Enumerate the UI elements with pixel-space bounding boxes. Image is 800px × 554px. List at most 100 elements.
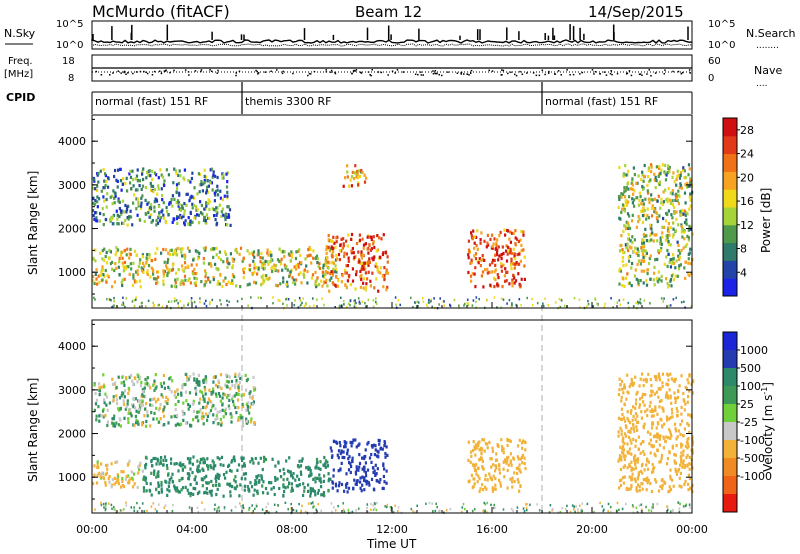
echo-cell (216, 487, 219, 491)
echo-cell (146, 410, 149, 414)
echo-cell (241, 418, 244, 422)
echo-cell (351, 459, 354, 464)
echo-cell (162, 274, 165, 278)
echo-cell (381, 274, 384, 278)
echo-cell (184, 219, 187, 223)
echo-cell (199, 200, 202, 204)
echo-cell (624, 424, 627, 428)
echo-cell (139, 376, 142, 380)
power-colorbar-label: Power [dB] (759, 188, 773, 253)
echo-cell (685, 218, 688, 222)
echo-cell (298, 296, 301, 300)
echo-cell (230, 509, 233, 512)
echo-cell (212, 277, 215, 282)
echo-cell (657, 194, 660, 198)
echo-cell (355, 173, 358, 177)
echo-cell (317, 488, 320, 493)
echo-cell (195, 380, 198, 384)
echo-cell (658, 434, 661, 438)
echo-cell (334, 264, 337, 268)
echo-cell (241, 464, 244, 468)
echo-cell (342, 237, 345, 241)
echo-cell (432, 510, 434, 513)
echo-cell (526, 503, 528, 506)
echo-cell (684, 276, 687, 280)
echo-cell (350, 464, 353, 469)
nave-dot (466, 73, 469, 75)
echo-cell (678, 384, 681, 388)
echo-cell (298, 459, 301, 463)
echo-cell (153, 397, 156, 401)
echo-cell (119, 485, 123, 489)
echo-cell (361, 266, 364, 270)
echo-cell (103, 179, 106, 183)
echo-cell (656, 432, 659, 437)
freq-traces (92, 67, 692, 77)
echo-cell (473, 241, 476, 245)
echo-cell (672, 256, 675, 261)
echo-cell (177, 399, 180, 404)
echo-cell (425, 502, 427, 505)
echo-cell (106, 420, 109, 424)
echo-cell (221, 408, 224, 412)
echo-cell (273, 503, 276, 506)
echo-cell (133, 249, 137, 253)
echo-cell (114, 194, 117, 198)
echo-cell (314, 493, 317, 497)
echo-cell (365, 176, 368, 180)
echo-cell (171, 194, 174, 198)
echo-cell (523, 462, 526, 466)
echo-cell (215, 209, 218, 213)
echo-cell (213, 508, 216, 511)
echo-cell (688, 195, 691, 199)
echo-cell (353, 305, 356, 308)
echo-cell (511, 280, 514, 284)
echo-cell (680, 485, 683, 489)
echo-cell (229, 387, 232, 391)
echo-cell (276, 477, 279, 481)
velocity-colorbar-swatch (723, 476, 737, 495)
echo-cell (207, 184, 210, 188)
echo-cell (478, 477, 481, 481)
echo-cell (218, 506, 220, 509)
echo-cell (670, 407, 673, 411)
echo-cell (493, 270, 496, 274)
echo-cell (170, 476, 173, 480)
echo-cell (617, 195, 621, 199)
echo-cell (245, 379, 248, 383)
echo-cell (230, 420, 233, 424)
echo-cell (622, 192, 625, 196)
echo-cell (211, 459, 214, 463)
nave-dot (187, 71, 190, 73)
echo-cell (631, 472, 634, 476)
echo-cell (630, 380, 633, 384)
echo-cell (647, 372, 650, 376)
echo-cell (467, 302, 469, 305)
y-tick-label: 3000 (58, 384, 86, 397)
echo-cell (214, 375, 217, 379)
echo-cell (664, 219, 668, 223)
echo-cell (617, 434, 620, 438)
echo-cell (669, 278, 673, 282)
echo-cell (166, 260, 169, 265)
echo-cell (241, 421, 244, 425)
nave-dot (625, 73, 628, 75)
echo-cell (190, 176, 193, 181)
echo-cell (114, 424, 117, 428)
echo-cell (662, 446, 665, 450)
echo-cell (251, 251, 254, 255)
echo-cell (318, 477, 321, 481)
echo-cell (129, 209, 132, 213)
echo-cell (316, 261, 319, 265)
echo-cell (271, 265, 274, 269)
echo-cell (300, 303, 302, 307)
echo-cell (295, 263, 298, 267)
echo-cell (689, 198, 692, 202)
echo-cell (215, 492, 218, 497)
echo-cell (680, 405, 683, 409)
echo-cell (224, 383, 227, 387)
echo-cell (165, 264, 168, 268)
echo-cell (652, 414, 655, 418)
echo-cell (416, 300, 418, 303)
echo-cell (234, 480, 237, 484)
